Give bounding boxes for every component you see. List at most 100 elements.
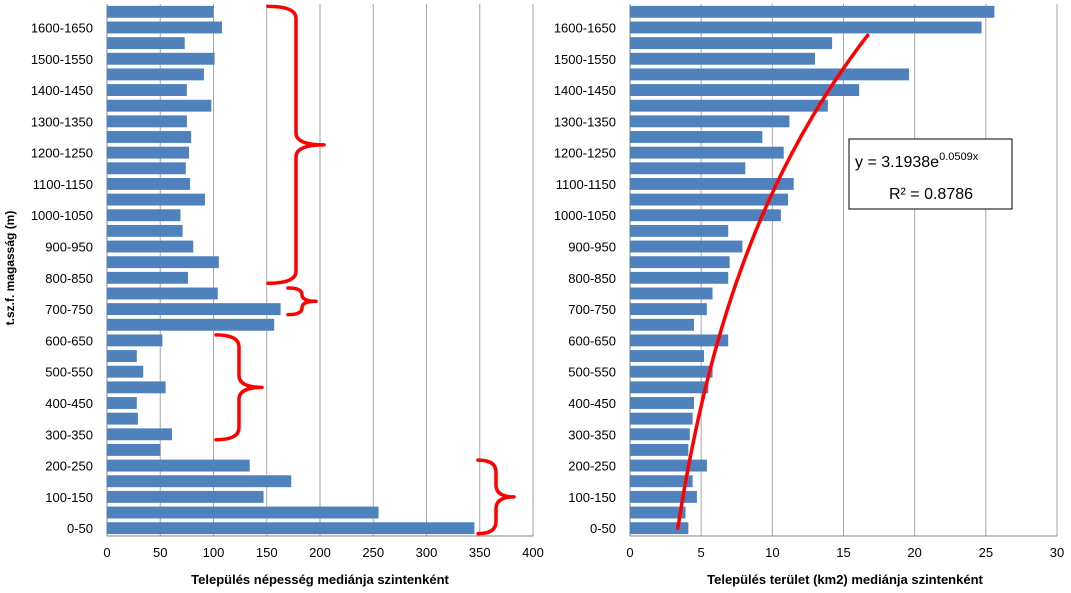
- y-tick-label: 200-250: [45, 459, 93, 474]
- x-tick-label: 25: [979, 545, 993, 560]
- bar: [630, 506, 686, 519]
- y-tick-label: 900-950: [45, 240, 93, 255]
- bar: [630, 271, 729, 284]
- y-tick-label: 300-350: [568, 427, 616, 442]
- bar: [630, 256, 730, 269]
- y-tick-label: 900-950: [568, 240, 616, 255]
- bar: [107, 177, 191, 190]
- bar: [107, 522, 475, 535]
- right-tick-labels: 0 5 10 15 20 25 30 0-50 100-150 200-250 300-350 400…: [554, 20, 1064, 560]
- bar: [630, 240, 743, 253]
- y-tick-label: 100-150: [568, 490, 616, 505]
- equation-exponent: 0.0509x: [939, 151, 979, 163]
- y-tick-label: 1300-1350: [554, 114, 616, 129]
- trendline-equation: y = 3.1938e0.0509x: [855, 151, 979, 171]
- x-tick-label: 100: [203, 545, 225, 560]
- left-tick-labels: 0 50 100 150 200 250 300 350 400 0-50 100-150 200-2…: [31, 20, 544, 560]
- bar: [630, 365, 713, 378]
- bar: [630, 443, 689, 456]
- bar: [630, 115, 790, 128]
- y-tick-label: 300-350: [45, 427, 93, 442]
- bar: [630, 37, 833, 50]
- bar: [630, 287, 713, 300]
- bar: [107, 490, 264, 503]
- x-tick-label: 0: [103, 545, 110, 560]
- y-tick-label: 1200-1250: [31, 146, 93, 161]
- exponential-trendline: [676, 33, 870, 530]
- bar: [630, 224, 729, 237]
- bar: [630, 381, 709, 394]
- x-tick-label: 300: [416, 545, 438, 560]
- y-tick-label: 600-650: [45, 333, 93, 348]
- right-x-axis-title: Település terület (km2) mediánja szinten…: [707, 572, 983, 587]
- bar: [107, 131, 192, 143]
- bar: [107, 428, 172, 441]
- bar: [107, 271, 188, 284]
- bar: [630, 162, 746, 175]
- y-tick-label: 1000-1050: [31, 208, 93, 223]
- bar: [107, 240, 194, 253]
- bar: [107, 303, 281, 316]
- y-tick-label: 500-550: [568, 365, 616, 380]
- y-tick-label: 200-250: [568, 459, 616, 474]
- bar: [107, 381, 166, 394]
- x-tick-label: 15: [836, 545, 850, 560]
- y-tick-label: 400-450: [45, 396, 93, 411]
- bar: [630, 334, 729, 347]
- bar: [630, 84, 860, 97]
- bar: [107, 115, 187, 128]
- bar: [630, 5, 995, 18]
- x-tick-label: 250: [362, 545, 384, 560]
- bar: [630, 68, 909, 81]
- equation-base: y = 3.1938e: [855, 154, 939, 171]
- y-tick-label: 1200-1250: [554, 146, 616, 161]
- left-x-axis-title: Település népesség mediánja szintenként: [191, 572, 449, 587]
- bar: [630, 177, 794, 190]
- y-tick-label: 1400-1450: [31, 83, 93, 98]
- red-brace: [286, 286, 318, 317]
- population-median-chart: 0 50 100 150 200 250 300 350 400 0-50 100-150 200-2…: [3, 4, 544, 587]
- bar: [107, 443, 161, 456]
- y-tick-label: 1100-1150: [33, 177, 93, 192]
- bar: [630, 475, 693, 488]
- bar: [107, 193, 205, 206]
- r-squared-label: R² = 0.8786: [889, 186, 973, 203]
- bar: [107, 397, 137, 409]
- y-tick-label: 800-850: [568, 271, 616, 286]
- y-tick-label: 700-750: [45, 302, 93, 317]
- x-tick-label: 400: [522, 545, 544, 560]
- bar: [630, 412, 693, 425]
- bar: [107, 459, 250, 472]
- bar: [107, 5, 214, 18]
- bar: [107, 318, 275, 331]
- y-tick-label: 100-150: [45, 490, 93, 505]
- y-tick-label: 1000-1050: [554, 208, 616, 223]
- bar: [630, 428, 690, 441]
- bar: [107, 209, 181, 222]
- left-y-axis-title: t.sz.f. magasság (m): [3, 211, 17, 326]
- bar: [630, 146, 784, 159]
- y-tick-label: 1600-1650: [31, 20, 93, 35]
- red-brace: [266, 4, 326, 286]
- bar: [630, 397, 695, 409]
- bar: [107, 68, 204, 81]
- bar: [107, 146, 190, 159]
- bar: [107, 37, 185, 50]
- bar: [630, 193, 788, 206]
- right-bars: [630, 5, 995, 535]
- bar: [630, 21, 982, 34]
- trendline-equation-box: y = 3.1938e0.0509x R² = 0.8786: [848, 138, 1013, 210]
- red-brace: [214, 333, 264, 442]
- bar: [107, 21, 223, 34]
- right-gridlines: [629, 4, 1058, 537]
- left-bars: [107, 5, 475, 535]
- x-tick-label: 50: [153, 545, 167, 560]
- x-tick-label: 10: [765, 545, 779, 560]
- y-tick-label: 800-850: [45, 271, 93, 286]
- y-tick-label: 1300-1350: [31, 114, 93, 129]
- y-tick-label: 1600-1650: [554, 20, 616, 35]
- bar: [107, 334, 163, 347]
- bar: [107, 506, 379, 519]
- bar: [107, 224, 183, 237]
